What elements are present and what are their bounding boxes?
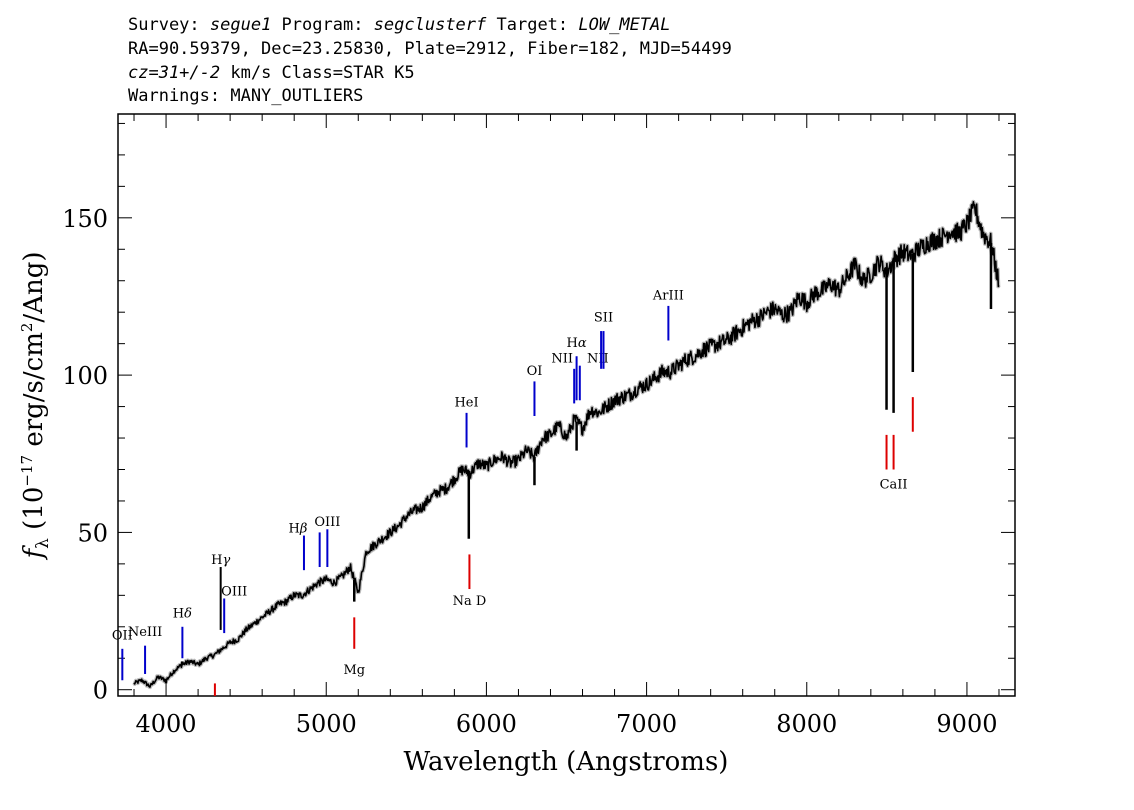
x-axis-ticks: 4000 5000 6000 7000 8000 9000 <box>133 114 1000 738</box>
y-label-mid: erg/s/cm <box>19 332 49 455</box>
annotation-label-text: H <box>567 336 578 351</box>
annotation-label-text: OII <box>112 628 133 643</box>
annotation-label: NII <box>587 352 609 367</box>
header-line-3: cz=31+/-2 km/s Class=STAR K5 <box>128 63 415 83</box>
header-cz-value: cz=31+/-2 <box>128 63 220 83</box>
header-program-value: segclusterf <box>374 15 487 35</box>
annotation-label-text: OIII <box>221 584 247 599</box>
spectrum-line-group <box>133 201 1000 688</box>
annotation-label: SII <box>594 311 613 326</box>
y-axis-label: fλ (10−17 erg/s/cm2/Ang) <box>18 252 53 561</box>
x-axis-label: Wavelength (Angstroms) <box>404 747 729 777</box>
y-label-post: /Ang) <box>19 252 49 323</box>
x-tick-label: 5000 <box>296 710 357 738</box>
header-survey-value: segue1 <box>210 15 271 35</box>
annotation-label: Mg <box>343 663 365 678</box>
header-line-1-part: Target: <box>486 15 578 35</box>
annotation-label-text: SII <box>594 311 613 326</box>
annotation-label: Hγ <box>211 553 230 568</box>
annotation-label-greek: γ <box>222 553 230 568</box>
annotation-label: NII <box>551 352 573 367</box>
x-tick-label: 4000 <box>136 710 197 738</box>
header-line-1-part: Program: <box>271 15 373 35</box>
annotation-label-greek: α <box>578 336 587 351</box>
annotation-label-text: Na D <box>453 594 487 609</box>
annotation-label-text: CaII <box>880 477 908 492</box>
annotation-label-text: H <box>173 606 184 621</box>
annotation-label-text: H <box>289 521 300 536</box>
annotation-label: Na D <box>453 594 487 609</box>
annotation-label: NeIII <box>128 625 162 640</box>
annotation-label-text: NII <box>587 352 609 367</box>
y-label-exp2: 2 <box>18 323 36 333</box>
annotation-label-greek: δ <box>184 606 192 621</box>
x-tick-label: 9000 <box>936 710 997 738</box>
annotation-label-text: H <box>211 553 222 568</box>
x-tick-label: 6000 <box>456 710 517 738</box>
header-target-value: LOW_METAL <box>578 15 670 35</box>
annotation-label-text: NII <box>551 352 573 367</box>
annotation-label: Hδ <box>173 606 192 621</box>
annotation-label-text: Mg <box>343 663 365 678</box>
y-label-exp1: −17 <box>18 455 36 487</box>
y-tick-label: 0 <box>93 677 108 705</box>
annotation-label: OII <box>112 628 133 643</box>
annotation-label-greek: β <box>299 521 308 536</box>
header-class-text: km/s Class=STAR K5 <box>220 63 414 83</box>
y-axis-ticks: 0 50 100 150 <box>62 122 1015 705</box>
y-tick-label: 100 <box>62 362 108 390</box>
y-label-pre: (10 <box>19 487 49 539</box>
y-tick-label: 50 <box>77 519 108 547</box>
header-line-4: Warnings: MANY_OUTLIERS <box>128 86 363 106</box>
annotation-label: ArIII <box>652 289 684 304</box>
x-tick-label: 8000 <box>776 710 837 738</box>
chart-header: Survey: segue1 Program: segclusterf Targ… <box>128 15 732 106</box>
annotation-label: OI <box>527 364 543 379</box>
annotation-label-text: OI <box>527 364 543 379</box>
header-line-2: RA=90.59379, Dec=23.25830, Plate=2912, F… <box>128 39 732 59</box>
annotation-label-text: OIII <box>314 515 340 530</box>
header-line-1: Survey: segue1 Program: segclusterf Targ… <box>128 15 671 35</box>
y-label-sub: λ <box>33 538 53 549</box>
x-tick-label: 7000 <box>616 710 677 738</box>
header-line-1-part: Survey: <box>128 15 210 35</box>
annotation-label: Hβ <box>289 521 308 536</box>
annotation-label-text: ArIII <box>652 289 684 304</box>
annotation-label: OIII <box>314 515 340 530</box>
annotation-label: OIII <box>221 584 247 599</box>
annotation-label: CaII <box>880 477 908 492</box>
annotation-label: Hα <box>567 336 587 351</box>
y-tick-label: 150 <box>62 205 108 233</box>
spectrum-line <box>133 201 1000 688</box>
annotation-label-text: NeIII <box>128 625 162 640</box>
absorption-features <box>164 242 993 684</box>
annotation-label: HeI <box>454 396 478 411</box>
annotation-label-text: HeI <box>454 396 478 411</box>
plot-frame <box>117 113 1016 697</box>
